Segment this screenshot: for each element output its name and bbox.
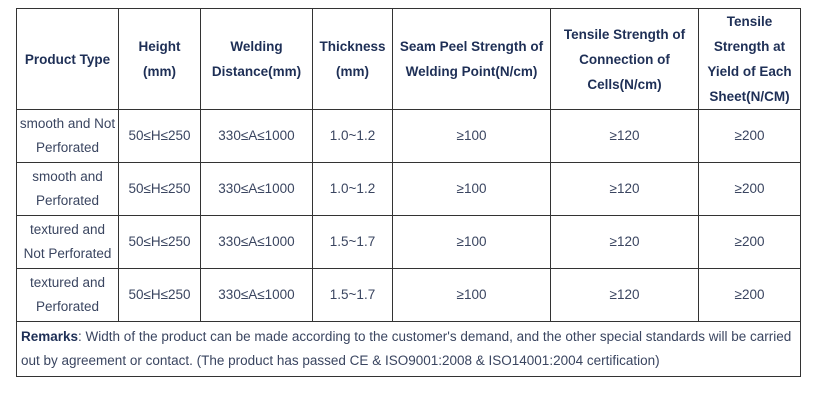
header-row: Product Type Height (mm) Welding Distanc… (16, 8, 801, 110)
table-row: smooth and Perforated 50≤H≤250 330≤A≤100… (16, 162, 801, 216)
cell-seam-peel-strength: ≥100 (392, 268, 551, 322)
remarks-cell: Remarks: Width of the product can be mad… (16, 321, 801, 377)
remarks-text: : Width of the product can be made accor… (21, 329, 792, 368)
header-welding-distance: Welding Distance(mm) (200, 8, 313, 110)
cell-seam-peel-strength: ≥100 (392, 215, 551, 269)
cell-height: 50≤H≤250 (118, 268, 201, 322)
cell-welding-distance: 330≤A≤1000 (200, 215, 313, 269)
header-height: Height (mm) (118, 8, 201, 110)
cell-thickness: 1.5~1.7 (312, 215, 393, 269)
cell-product-type: smooth and Not Perforated (16, 109, 119, 163)
spec-table: Product Type Height (mm) Welding Distanc… (16, 8, 801, 377)
cell-height: 50≤H≤250 (118, 162, 201, 216)
cell-welding-distance: 330≤A≤1000 (200, 162, 313, 216)
header-thickness: Thickness (mm) (312, 8, 393, 110)
cell-seam-peel-strength: ≥100 (392, 109, 551, 163)
cell-product-type: textured and Not Perforated (16, 215, 119, 269)
remarks-row: Remarks: Width of the product can be mad… (16, 321, 801, 377)
cell-tensile-strength-cells: ≥120 (550, 215, 699, 269)
table-row: smooth and Not Perforated 50≤H≤250 330≤A… (16, 109, 801, 163)
cell-thickness: 1.5~1.7 (312, 268, 393, 322)
cell-tensile-strength-yield: ≥200 (698, 109, 801, 163)
cell-seam-peel-strength: ≥100 (392, 162, 551, 216)
header-product-type: Product Type (16, 8, 119, 110)
spec-table-container: Product Type Height (mm) Welding Distanc… (16, 8, 801, 377)
cell-tensile-strength-cells: ≥120 (550, 109, 699, 163)
header-tensile-strength-cells: Tensile Strength of Connection of Cells(… (550, 8, 699, 110)
table-row: textured and Perforated 50≤H≤250 330≤A≤1… (16, 268, 801, 322)
cell-tensile-strength-yield: ≥200 (698, 215, 801, 269)
cell-thickness: 1.0~1.2 (312, 109, 393, 163)
cell-tensile-strength-cells: ≥120 (550, 162, 699, 216)
cell-tensile-strength-yield: ≥200 (698, 268, 801, 322)
table-row: textured and Not Perforated 50≤H≤250 330… (16, 215, 801, 269)
header-seam-peel-strength: Seam Peel Strength of Welding Point(N/cm… (392, 8, 551, 110)
cell-tensile-strength-cells: ≥120 (550, 268, 699, 322)
cell-welding-distance: 330≤A≤1000 (200, 268, 313, 322)
cell-thickness: 1.0~1.2 (312, 162, 393, 216)
cell-height: 50≤H≤250 (118, 215, 201, 269)
cell-height: 50≤H≤250 (118, 109, 201, 163)
cell-product-type: smooth and Perforated (16, 162, 119, 216)
cell-tensile-strength-yield: ≥200 (698, 162, 801, 216)
remarks-label: Remarks (21, 329, 79, 344)
header-tensile-strength-yield: Tensile Strength at Yield of Each Sheet(… (698, 8, 801, 110)
cell-welding-distance: 330≤A≤1000 (200, 109, 313, 163)
cell-product-type: textured and Perforated (16, 268, 119, 322)
